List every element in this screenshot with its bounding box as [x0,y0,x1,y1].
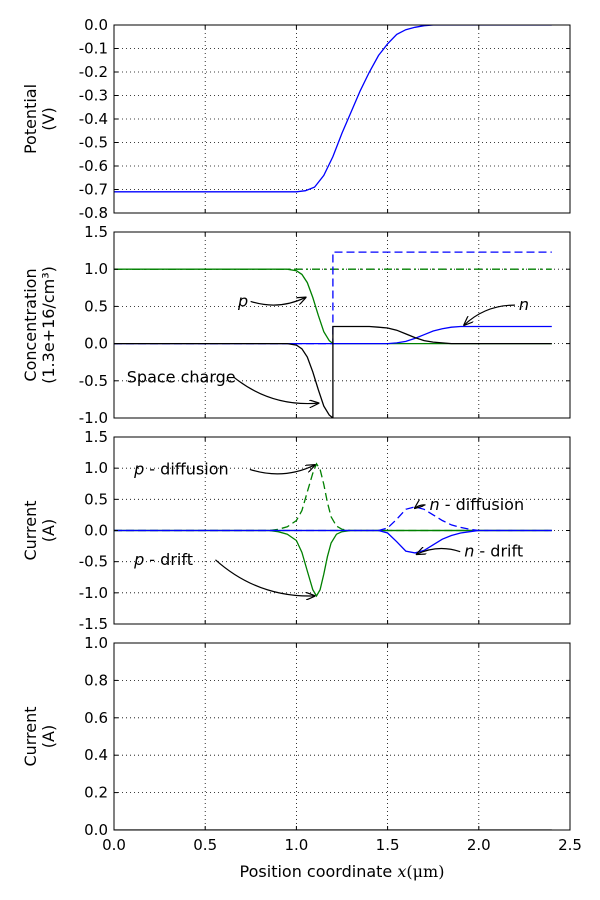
y-tick-label: -0.1 [79,40,108,58]
panel-3: 1.5 1.0 0.5 0.0 -0.5 -1.0 -1.5 Current(A) p - di… [21,428,571,633]
y-tick-label: 1.0 [84,459,108,477]
annotation-label: n [519,295,529,314]
annotation-label: n - diffusion [430,495,525,514]
panels: 0.0 -0.1 -0.2 -0.3 -0.4 -0.5 -0.6 -0.7 -0.8 Poten… [21,16,582,881]
x-axis-label: Position coordinate x(μm) [240,862,445,881]
y-tick-label: 0.5 [84,490,108,508]
axes-frame [113,231,571,419]
y-tick-label: -1.0 [79,409,108,427]
y-tick-label: 0.4 [84,746,108,764]
y-tick-label: 0.5 [84,297,108,315]
y-tick-label: -1.5 [79,615,108,633]
y-tick-label: -0.6 [79,157,108,175]
annotation-arrow [415,505,426,508]
y-tick-label: -0.7 [79,181,108,199]
y-tick-label: 0.6 [84,709,108,727]
x-tick-label: 0.0 [102,836,126,854]
annotation-label: p - drift [133,550,193,569]
panel-1: 0.0 -0.1 -0.2 -0.3 -0.4 -0.5 -0.6 -0.7 -0.8 Poten… [21,16,571,222]
x-tick-label: 2.0 [467,836,491,854]
series-line-5 [114,529,552,554]
annotation-arrow [233,376,318,403]
annotation-label: Space charge [127,367,236,386]
annotation-arrow [249,465,315,475]
y-tick-label: -0.3 [79,87,108,105]
y-axis-label: Current(A) [21,706,58,766]
x-tick-label: 0.5 [193,836,217,854]
x-tick-label: 2.5 [558,836,582,854]
y-axis-label: Concentration(1.3e+16/cm³) [21,266,58,384]
y-tick-label: 1.0 [84,634,108,652]
y-tick-label: -0.8 [79,204,108,222]
annotation-arrow [215,559,314,596]
y-tick-label: -0.5 [79,553,108,571]
y-tick-label: 1.5 [84,428,108,446]
series-line-1 [114,25,552,193]
series-line-5 [114,325,552,418]
y-axis-label: Potential(V) [21,84,58,154]
y-tick-label: 0.0 [84,522,108,540]
x-tick-label: 1.5 [376,836,400,854]
annotation-arrow [464,304,515,325]
y-tick-label: 0.8 [84,671,108,689]
y-tick-label: 0.0 [84,821,108,839]
y-tick-label: -0.4 [79,110,108,128]
series-line-4 [114,506,552,532]
y-tick-label: 1.0 [84,260,108,278]
y-tick-label: -0.2 [79,63,108,81]
y-tick-label: -1.0 [79,584,108,602]
y-tick-label: 0.0 [84,335,108,353]
annotation-label: n - drift [464,542,523,561]
annotation-label: p [237,291,248,310]
series-line-3 [114,529,552,598]
y-tick-label: 0.2 [84,784,108,802]
y-tick-label: 0.0 [84,16,108,34]
annotation-arrow [417,549,461,555]
y-axis-label: Current(A) [21,500,58,560]
axes-frame [113,642,571,831]
y-tick-label: -0.5 [79,134,108,152]
panel-2: 1.5 1.0 0.5 0.0 -0.5 -1.0 Concentration(1.3e+1… [21,223,571,427]
y-tick-label: 1.5 [84,223,108,241]
series-line-2 [114,462,552,532]
annotation-label: p - diffusion [133,459,229,478]
panel-4: 1.0 0.8 0.6 0.4 0.2 0.00.0 0.5 1.0 1.5 2.0 2.5 Curr… [21,634,582,881]
x-tick-label: 1.0 [284,836,308,854]
y-tick-label: -0.5 [79,372,108,390]
annotation-arrow [250,297,306,306]
